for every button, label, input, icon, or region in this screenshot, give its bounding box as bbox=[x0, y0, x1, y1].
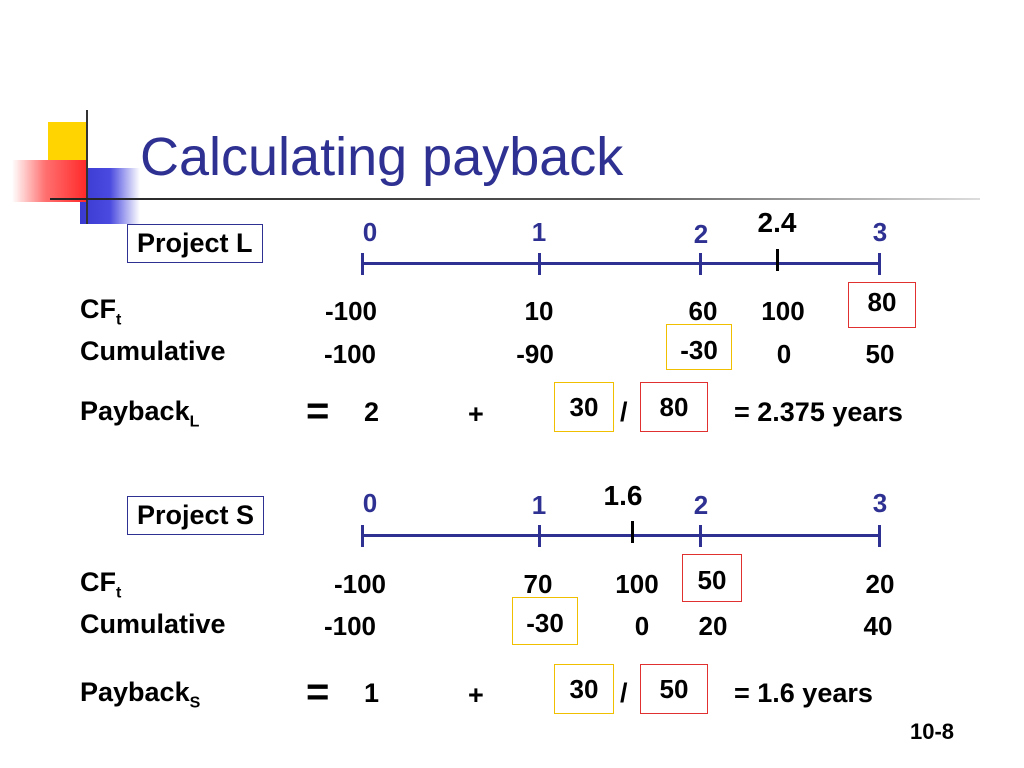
project-l-plus: + bbox=[468, 399, 484, 429]
title-underline bbox=[50, 198, 980, 200]
project-l-cf-4: 80 bbox=[867, 287, 897, 317]
project-l-cf-3: 100 bbox=[761, 296, 805, 326]
project-l-label: Project L bbox=[127, 224, 263, 263]
project-l-cum-3: 0 bbox=[776, 339, 792, 369]
project-s-timeline-tick bbox=[361, 525, 364, 547]
project-l-cum-2-box: -30 bbox=[666, 324, 732, 370]
project-l-numerator: 30 bbox=[569, 392, 599, 422]
project-l-payback-marker bbox=[776, 249, 779, 271]
project-l-cumulative-label: Cumulative bbox=[80, 336, 226, 366]
project-s-cf-2: 100 bbox=[615, 569, 659, 599]
project-l-timeline-tick bbox=[878, 253, 881, 275]
project-s-cum-3: 20 bbox=[698, 611, 728, 641]
project-s-cf-1: 70 bbox=[523, 569, 553, 599]
project-s-cum-1: -30 bbox=[526, 608, 564, 638]
slide-number: 10-8 bbox=[910, 719, 955, 744]
project-s-label: Project S bbox=[127, 496, 265, 535]
project-s-payback-marker bbox=[631, 521, 634, 543]
project-s-divide: / bbox=[620, 678, 628, 708]
project-l-cum-2: -30 bbox=[680, 335, 718, 365]
project-s-tick-0: 0 bbox=[362, 488, 378, 518]
project-s-result: = 1.6 years bbox=[734, 678, 873, 708]
project-l-cf-label: CFt bbox=[80, 294, 122, 329]
project-s-payback-label: PaybackS bbox=[80, 677, 201, 712]
project-l-cf-1: 10 bbox=[524, 296, 554, 326]
project-s-cf-4: 20 bbox=[865, 569, 895, 599]
project-s-timeline bbox=[362, 534, 880, 537]
project-s-tick-2: 2 bbox=[693, 490, 709, 520]
title-decoration-blue bbox=[80, 168, 140, 224]
project-s-cf-3-box: 50 bbox=[682, 554, 742, 602]
project-l-payback-marker-label: 2.4 bbox=[757, 207, 797, 238]
project-s-payback-base: 1 bbox=[364, 678, 380, 708]
project-l-tick-3: 3 bbox=[872, 217, 888, 247]
title-decoration-red bbox=[12, 160, 86, 202]
project-s-numerator: 30 bbox=[569, 674, 599, 704]
project-s-cumulative-label: Cumulative bbox=[80, 609, 226, 639]
project-l-numerator-box: 30 bbox=[554, 382, 614, 432]
project-l-cum-1: -90 bbox=[516, 339, 554, 369]
project-s-cf-0: -100 bbox=[333, 569, 387, 599]
project-s-cum-4: 40 bbox=[863, 611, 893, 641]
project-l-tick-1: 1 bbox=[531, 217, 547, 247]
project-l-tick-0: 0 bbox=[362, 217, 378, 247]
project-s-timeline-tick bbox=[878, 525, 881, 547]
project-l-denominator-box: 80 bbox=[640, 382, 708, 432]
project-s-timeline-tick bbox=[538, 525, 541, 547]
project-l-denominator: 80 bbox=[659, 392, 689, 422]
project-l-divide: / bbox=[620, 397, 628, 427]
project-s-cum-1-box: -30 bbox=[512, 597, 578, 645]
project-l-cf-2: 60 bbox=[688, 296, 718, 326]
title-decoration-line bbox=[86, 110, 88, 224]
project-s-tick-1: 1 bbox=[531, 490, 547, 520]
project-s-cum-2: 0 bbox=[634, 611, 650, 641]
project-l-result: = 2.375 years bbox=[734, 397, 903, 427]
project-l-cf-4-box: 80 bbox=[848, 282, 916, 328]
project-l-payback-label: PaybackL bbox=[80, 396, 200, 431]
project-s-cf-label: CFt bbox=[80, 567, 122, 602]
project-s-cum-0: -100 bbox=[323, 611, 377, 641]
project-s-payback-marker-label: 1.6 bbox=[603, 480, 643, 511]
project-s-cf-3: 50 bbox=[697, 565, 727, 595]
project-s-timeline-tick bbox=[699, 525, 702, 547]
project-l-timeline bbox=[362, 262, 880, 265]
project-l-timeline-tick bbox=[361, 253, 364, 275]
project-s-plus: + bbox=[468, 680, 484, 710]
project-l-equals: = bbox=[306, 389, 330, 433]
project-s-tick-3: 3 bbox=[872, 488, 888, 518]
project-s-numerator-box: 30 bbox=[554, 664, 614, 714]
project-l-timeline-tick bbox=[699, 253, 702, 275]
project-l-timeline-tick bbox=[538, 253, 541, 275]
project-l-cum-4: 50 bbox=[865, 339, 895, 369]
project-s-equals: = bbox=[306, 670, 330, 714]
project-l-tick-2: 2 bbox=[693, 219, 709, 249]
slide-title: Calculating payback bbox=[140, 127, 624, 187]
project-s-denominator-box: 50 bbox=[640, 664, 708, 714]
project-l-payback-base: 2 bbox=[364, 397, 380, 427]
project-s-denominator: 50 bbox=[659, 674, 689, 704]
project-l-cum-0: -100 bbox=[323, 339, 377, 369]
project-l-cf-0: -100 bbox=[324, 296, 378, 326]
